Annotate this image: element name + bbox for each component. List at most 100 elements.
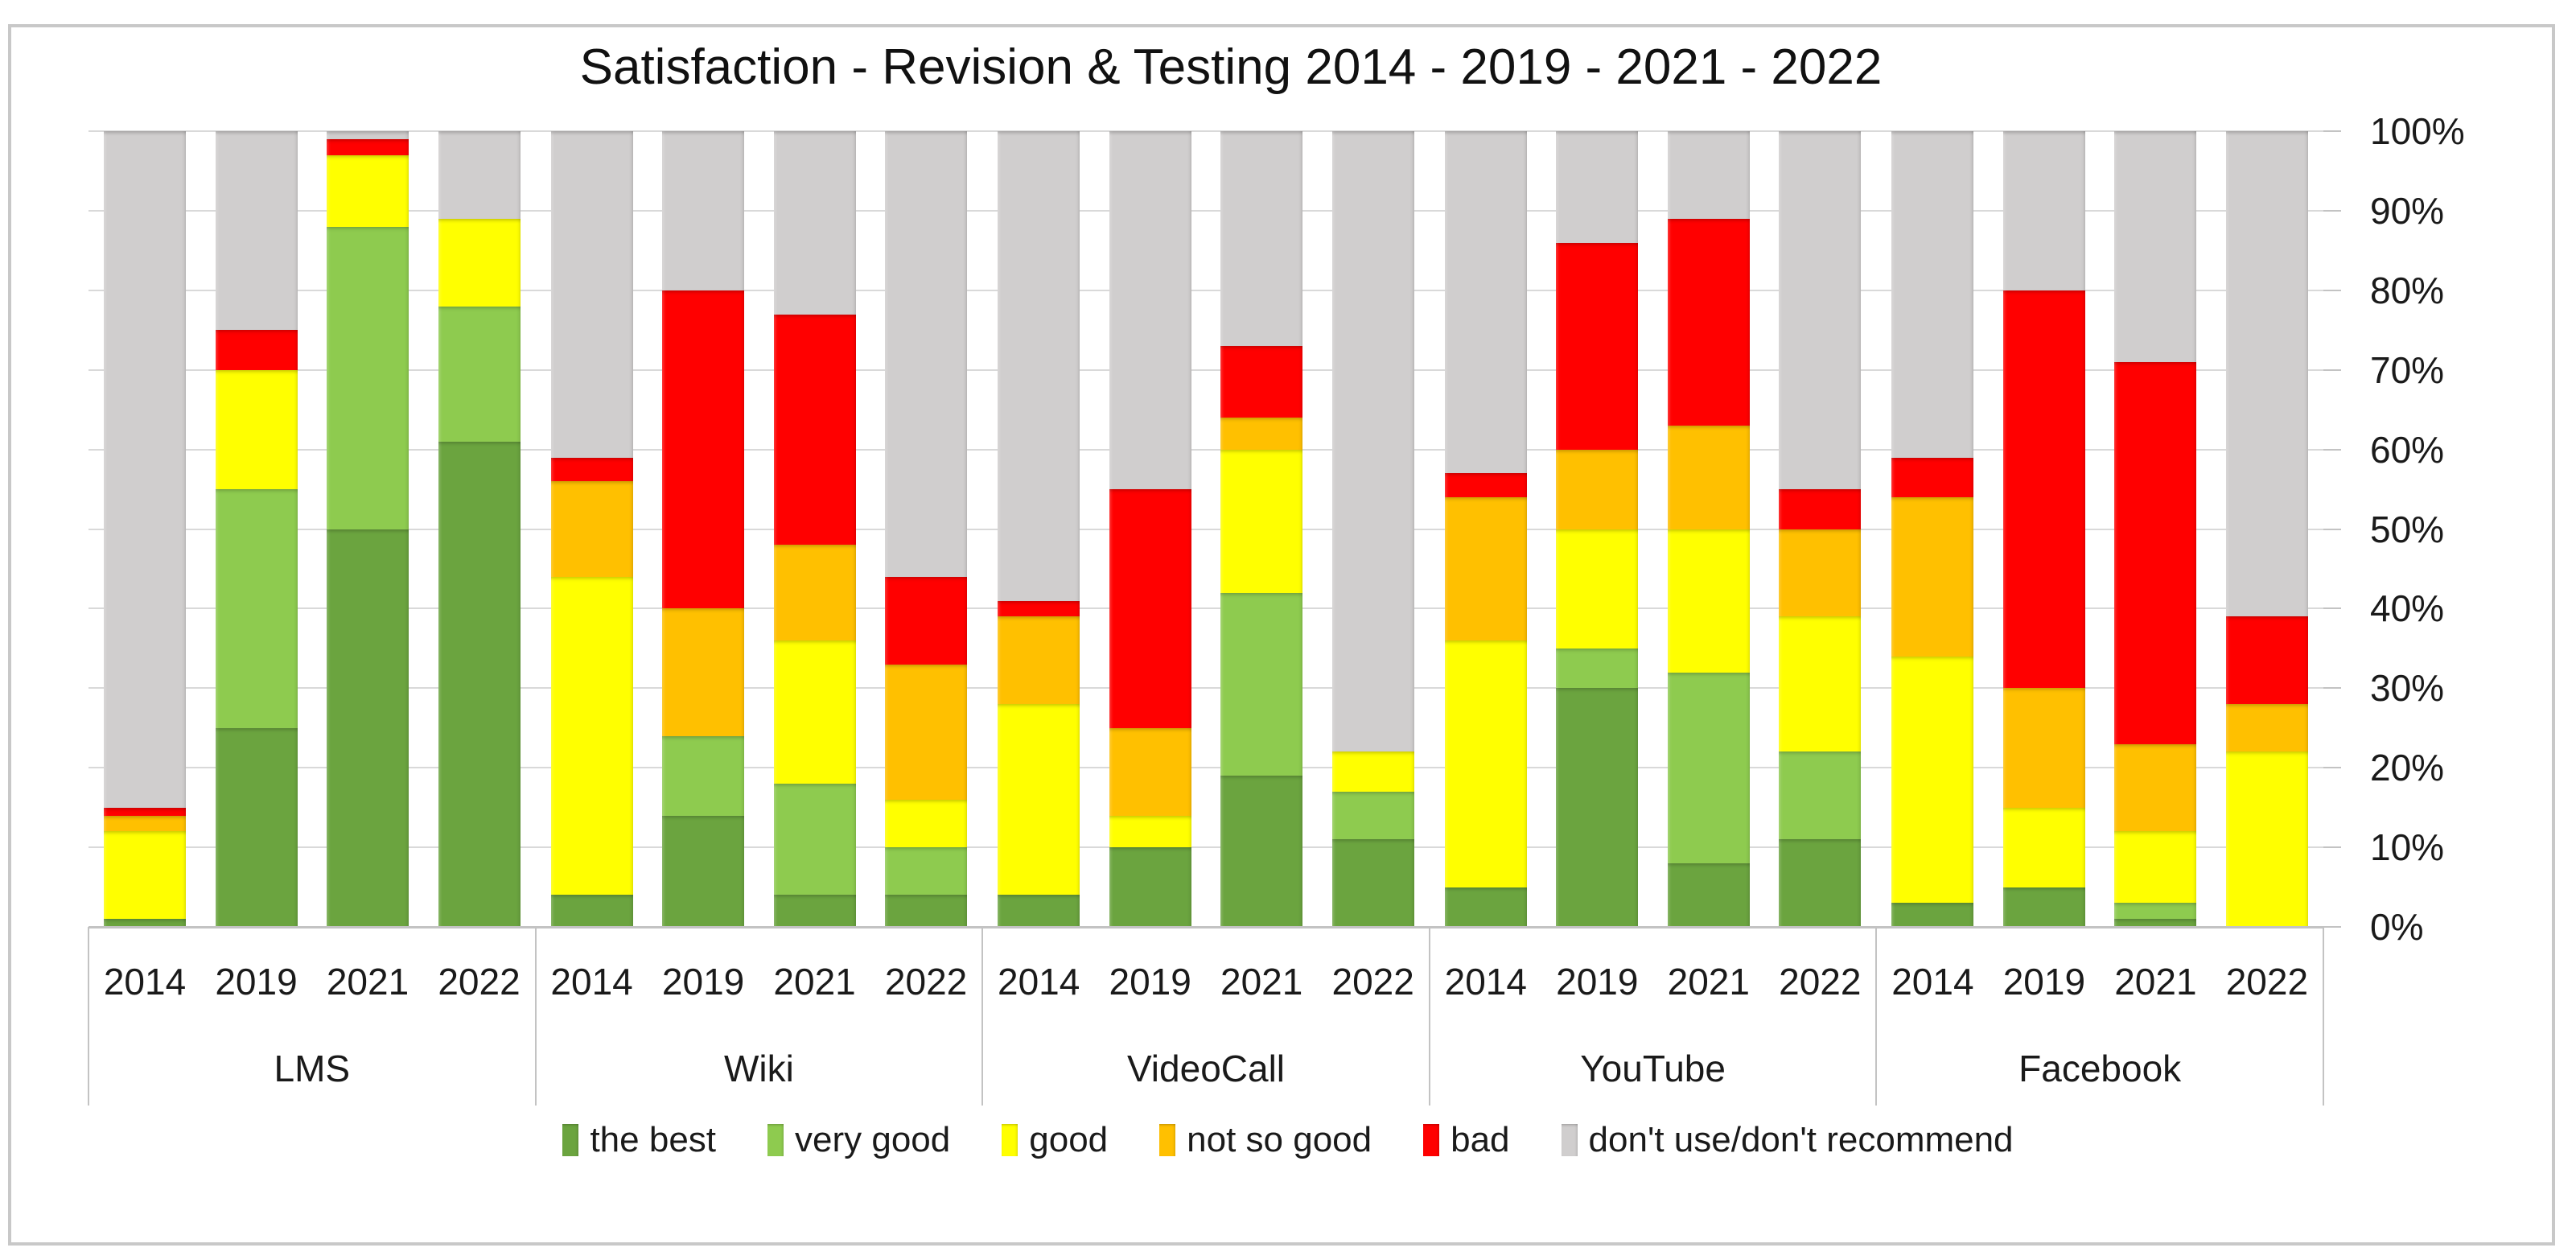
y-tick: [2323, 130, 2341, 132]
bar-segment-good: [885, 799, 968, 848]
legend-item-the-best: the best: [562, 1120, 716, 1160]
bar-segment-not-so-good: [773, 545, 856, 640]
bar-segment-bad: [2114, 361, 2197, 744]
bar-segment-bad: [2225, 616, 2308, 705]
year-label: 2022: [1779, 961, 1862, 1003]
y-tick: [2323, 289, 2341, 291]
bar-segment-good: [1331, 751, 1414, 792]
legend-item-don-t-use-don-t-recommend: don't use/don't recommend: [1561, 1120, 2014, 1160]
year-label: 2014: [103, 961, 187, 1003]
bar-segment-not-so-good: [885, 664, 968, 800]
bar-segment-the-best: [1779, 839, 1862, 927]
legend-item-not-so-good: not so good: [1159, 1120, 1372, 1160]
bar-segment-good: [1667, 529, 1750, 673]
bar-segment-not-so-good: [1891, 496, 1974, 657]
gridline: [88, 528, 2323, 530]
bar-videocall-2014: [998, 131, 1080, 927]
y-tick-label: 20%: [2370, 747, 2445, 789]
year-label: 2014: [550, 961, 633, 1003]
gridline: [88, 687, 2323, 690]
bar-segment-bad: [1667, 218, 1750, 426]
gridline: [88, 130, 2323, 132]
legend-item-very-good: very good: [767, 1120, 950, 1160]
bar-segment-good: [1891, 656, 1974, 904]
year-label: 2021: [773, 961, 856, 1003]
group-label-facebook: Facebook: [2018, 1048, 2182, 1089]
y-tick: [2323, 607, 2341, 610]
bar-lms-2019: [215, 131, 298, 927]
bar-segment-don-t-use-don-t-recommend: [438, 131, 521, 219]
legend-item-bad: bad: [1423, 1120, 1510, 1160]
bar-segment-the-best: [662, 815, 745, 927]
bar-segment-the-best: [773, 895, 856, 927]
group-separator: [1875, 927, 1878, 1106]
bar-segment-don-t-use-don-t-recommend: [1556, 131, 1639, 243]
bar-segment-good: [2002, 807, 2085, 887]
bar-segment-the-best: [550, 895, 633, 927]
legend-label: don't use/don't recommend: [1588, 1120, 2014, 1159]
plot-area: [88, 130, 2323, 929]
bar-segment-bad: [1220, 346, 1303, 418]
group-separator: [534, 927, 537, 1106]
bar-segment-very-good: [662, 735, 745, 816]
year-label: 2014: [998, 961, 1080, 1003]
bar-segment-good: [2114, 831, 2197, 904]
y-tick-label: 50%: [2370, 508, 2445, 550]
bar-segment-very-good: [1779, 751, 1862, 840]
bar-segment-don-t-use-don-t-recommend: [2114, 131, 2197, 362]
bar-segment-good: [2225, 751, 2308, 927]
legend-swatch-good: [1002, 1124, 1018, 1156]
group-separator: [2323, 927, 2324, 1106]
bar-lms-2014: [104, 131, 186, 927]
bar-segment-very-good: [885, 847, 968, 896]
bar-segment-bad: [550, 457, 633, 482]
bar-youtube-2022: [1779, 131, 1862, 927]
bar-segment-the-best: [1109, 847, 1191, 927]
year-label: 2014: [1891, 961, 1974, 1003]
year-label: 2021: [1220, 961, 1303, 1003]
bar-segment-don-t-use-don-t-recommend: [662, 131, 745, 290]
bar-youtube-2019: [1556, 131, 1639, 927]
bar-segment-don-t-use-don-t-recommend: [2225, 131, 2308, 617]
bar-segment-bad: [1109, 489, 1191, 728]
year-label: 2019: [215, 961, 298, 1003]
gridline: [88, 767, 2323, 769]
y-tick: [2323, 846, 2341, 849]
y-tick-label: 30%: [2370, 667, 2445, 710]
legend-label: the best: [590, 1120, 717, 1159]
bar-group-facebook: [1876, 131, 2323, 927]
bar-segment-the-best: [1891, 903, 1974, 927]
bar-segment-very-good: [1667, 672, 1750, 863]
bar-segment-not-so-good: [1556, 449, 1639, 529]
bar-segment-the-best: [215, 727, 298, 927]
bar-segment-not-so-good: [1444, 496, 1527, 640]
bar-segment-not-so-good: [1667, 425, 1750, 529]
bar-segment-good: [1220, 449, 1303, 593]
bar-segment-good: [1779, 616, 1862, 752]
bar-group-wiki: [536, 131, 983, 927]
bar-segment-the-best: [104, 919, 186, 927]
bar-segment-don-t-use-don-t-recommend: [773, 131, 856, 315]
bar-segment-good: [550, 576, 633, 896]
x-axis: 2014 2019 2021 2022 LMS 2014 2019 2021 2022 Wiki 2…: [88, 927, 2324, 1106]
bar-group-videocall: [982, 131, 1430, 927]
bar-segment-bad: [1556, 242, 1639, 450]
legend-swatch-the-best: [562, 1124, 579, 1156]
legend-label: very good: [795, 1120, 951, 1159]
bar-facebook-2022: [2225, 131, 2308, 927]
bar-segment-don-t-use-don-t-recommend: [998, 131, 1080, 601]
bar-segment-the-best: [1444, 887, 1527, 927]
y-tick: [2323, 687, 2341, 690]
bar-segment-don-t-use-don-t-recommend: [1109, 131, 1191, 490]
bar-segment-the-best: [327, 529, 409, 927]
year-label: 2022: [2225, 961, 2309, 1003]
bar-segment-don-t-use-don-t-recommend: [327, 131, 409, 139]
bar-segment-very-good: [1556, 648, 1639, 689]
group-separator: [88, 927, 89, 1106]
bar-segment-good: [327, 154, 409, 227]
bar-segment-don-t-use-don-t-recommend: [1891, 131, 1974, 458]
bar-segment-don-t-use-don-t-recommend: [1220, 131, 1303, 347]
bar-segment-the-best: [1331, 839, 1414, 927]
year-label: 2019: [1556, 961, 1639, 1003]
legend-item-good: good: [1002, 1120, 1108, 1160]
